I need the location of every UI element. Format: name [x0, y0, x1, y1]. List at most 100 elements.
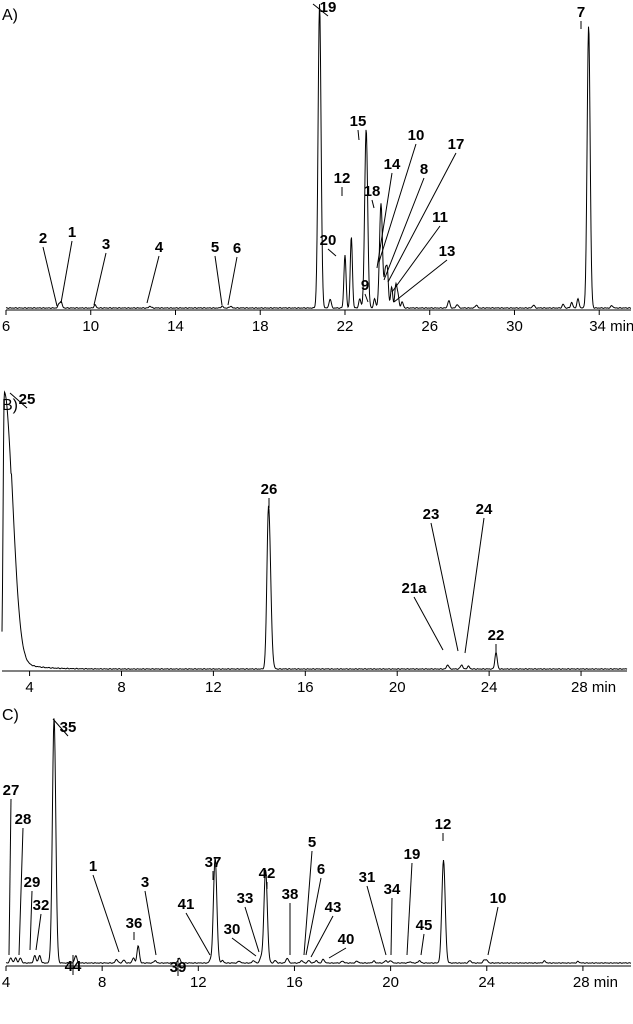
peak-label-10: 10: [408, 127, 425, 144]
peak-leader-line: [378, 143, 417, 263]
x-tick-label: 12: [190, 974, 207, 991]
peak-leader-line: [60, 240, 73, 304]
x-tick-label: 4: [2, 974, 10, 991]
peak-leader-line: [29, 890, 33, 951]
peak-label-37: 37: [205, 854, 222, 871]
peak-label-34: 34: [384, 881, 401, 898]
peak-leader-line: [364, 293, 369, 303]
peak-label-5: 5: [211, 239, 219, 256]
peak-leader-line: [312, 3, 329, 17]
peak-label-7: 7: [577, 4, 585, 21]
peak-leader-line: [357, 129, 360, 141]
peak-leader-line: [35, 913, 42, 951]
chromatogram-trace: [5, 718, 632, 964]
x-tick-label: 12: [205, 679, 222, 696]
peak-label-5: 5: [308, 834, 316, 851]
peak-leader-line: [305, 877, 322, 956]
peak-leader-line: [18, 827, 24, 956]
peak-label-39: 39: [170, 959, 187, 976]
peak-label-31: 31: [359, 869, 376, 886]
x-tick-label: 24: [478, 974, 495, 991]
x-tick-label: 22: [337, 318, 354, 335]
peak-leader-line: [420, 933, 425, 956]
panel-letter: A): [2, 7, 18, 24]
x-tick-label: 8: [98, 974, 106, 991]
peak-label-6: 6: [233, 240, 241, 257]
peak-label-24: 24: [476, 501, 493, 518]
peak-label-38: 38: [282, 886, 299, 903]
peak-label-27: 27: [3, 782, 20, 799]
peak-leader-line: [244, 906, 260, 953]
peak-label-14: 14: [384, 156, 401, 173]
peak-label-6: 6: [317, 861, 325, 878]
chromatogram-trace: [1, 390, 628, 670]
peak-leader-line: [383, 177, 425, 281]
x-tick-label: 26: [421, 318, 438, 335]
peak-label-1: 1: [68, 224, 76, 241]
peak-label-1: 1: [89, 858, 97, 875]
peak-leader-line: [146, 255, 160, 304]
peak-label-13: 13: [439, 243, 456, 260]
peak-leader-line: [371, 199, 375, 209]
peak-label-2: 2: [39, 230, 47, 247]
peak-leader-line: [413, 596, 444, 651]
panel-letter: C): [2, 707, 19, 724]
peak-leader-line: [430, 522, 459, 652]
peak-label-32: 32: [33, 897, 50, 914]
peak-leader-line: [328, 947, 347, 959]
x-tick-label: 4: [25, 679, 33, 696]
peak-leader-line: [9, 392, 28, 409]
peak-leader-line: [144, 890, 157, 956]
peak-leader-line: [366, 885, 387, 956]
peak-leader-line: [214, 255, 223, 306]
peak-label-8: 8: [420, 161, 428, 178]
peak-label-12: 12: [435, 816, 452, 833]
peak-label-22: 22: [488, 627, 505, 644]
x-tick-label: 6: [2, 318, 10, 335]
peak-label-15: 15: [350, 113, 367, 130]
peak-label-3: 3: [102, 236, 110, 253]
peak-label-12: 12: [334, 170, 351, 187]
peak-leader-line: [487, 906, 499, 956]
peak-label-23: 23: [423, 506, 440, 523]
peak-label-44: 44: [65, 958, 82, 975]
peak-leader-line: [376, 172, 393, 269]
peak-leader-line: [406, 862, 413, 956]
peak-leader-line: [303, 850, 313, 956]
peak-label-41: 41: [178, 896, 195, 913]
peak-label-19: 19: [404, 846, 421, 863]
peak-label-36: 36: [126, 915, 143, 932]
peak-label-28: 28: [15, 811, 32, 828]
x-tick-label: 10: [82, 318, 99, 335]
peak-leader-line: [52, 718, 69, 737]
peak-leader-line: [42, 246, 58, 307]
peak-leader-line: [8, 798, 12, 956]
peak-label-9: 9: [361, 277, 369, 294]
peak-leader-line: [464, 517, 485, 654]
peak-leader-line: [391, 225, 441, 293]
peak-leader-line: [227, 256, 238, 306]
peak-leader-line: [387, 152, 457, 283]
peak-label-21a: 21a: [401, 580, 427, 597]
peak-label-11: 11: [432, 209, 448, 226]
x-tick-label: 28 min: [571, 679, 616, 696]
peak-label-40: 40: [338, 931, 355, 948]
x-tick-label: 8: [117, 679, 125, 696]
peak-label-35: 35: [60, 719, 77, 736]
x-tick-label: 16: [297, 679, 314, 696]
peak-leader-line: [327, 248, 337, 257]
peak-label-43: 43: [325, 899, 342, 916]
peak-label-19: 19: [320, 0, 337, 16]
peak-label-33: 33: [237, 890, 254, 907]
peak-label-45: 45: [416, 917, 433, 934]
peak-label-17: 17: [448, 136, 465, 153]
peak-label-25: 25: [19, 391, 36, 408]
x-tick-label: 18: [252, 318, 269, 335]
peak-label-30: 30: [224, 921, 241, 938]
peak-label-29: 29: [24, 874, 41, 891]
peak-label-26: 26: [261, 481, 278, 498]
x-tick-label: 20: [382, 974, 399, 991]
peak-label-3: 3: [141, 874, 149, 891]
peak-label-42: 42: [259, 865, 276, 882]
